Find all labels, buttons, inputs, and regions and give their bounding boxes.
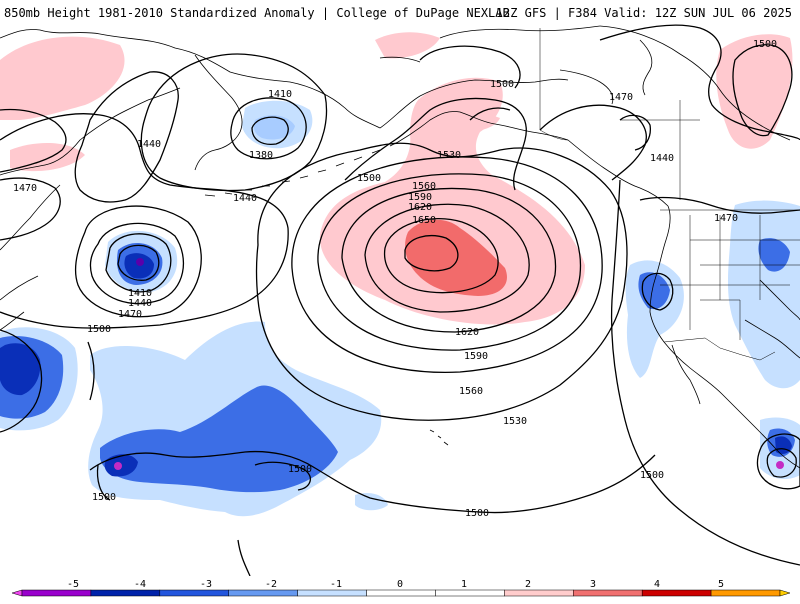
political-borders [539,28,800,361]
contour-label: 1500 [87,324,111,335]
colorbar-swatch [504,589,574,597]
contour-label: 1470 [13,183,37,194]
positive-anomaly-fill-2 [405,219,507,296]
colorbar-swatch [297,589,367,597]
contour-label: 1500 [288,464,312,475]
colorbar-tick-label: -3 [200,579,212,590]
colorbar-swatch [710,589,781,597]
contour-label: 1440 [137,139,161,150]
colorbar-tick-labels: -5 -4 -3 -2 -1 0 1 2 3 4 5 [67,579,724,590]
coastlines [0,25,800,469]
contour-label: 1590 [464,351,488,362]
colorbar-tick-label: 1 [461,579,467,590]
colorbar-swatch [90,589,161,597]
map-header: 850mb Height 1981-2010 Standardized Anom… [0,0,800,24]
contour-label: 1440 [128,298,152,309]
contour-label: 1500 [640,470,664,481]
colorbar-swatch [435,589,505,597]
colorbar-swatch [159,589,229,597]
colorbar-tick-label: 4 [654,579,660,590]
contour-label: 1410 [268,89,292,100]
colorbar-tick-label: -2 [265,579,277,590]
height-contours [0,24,800,576]
colorbar-swatch [228,589,298,597]
contour-label: 1500 [357,173,381,184]
colorbar-max-arrow [779,589,791,597]
contour-label: 1470 [609,92,633,103]
colorbar-swatch [573,589,643,597]
colorbar-swatch [21,589,92,597]
colorbar-swatches [11,589,791,597]
colorbar-swatch [641,589,712,597]
contour-label: 1380 [249,150,273,161]
contour-label: 1410 [128,288,152,299]
map-title: 850mb Height 1981-2010 Standardized Anom… [4,6,510,20]
contour-label: 1500 [753,39,777,50]
contour-label: 1440 [233,193,257,204]
contour-label: 1620 [455,327,479,338]
contour-label: 1470 [118,309,142,320]
colorbar-min-arrow [11,589,23,597]
contour-label: 1440 [650,153,674,164]
anomaly-map: 1410 1380 1440 1440 1470 1500 1500 1530 … [0,24,800,576]
contour-label: 1470 [714,213,738,224]
colorbar-tick-label: -5 [67,579,79,590]
model-valid-time: 12Z GFS | F384 Valid: 12Z SUN JUL 06 202… [495,6,792,20]
colorbar-svg: -5 -4 -3 -2 -1 0 1 2 3 4 5 [11,579,791,597]
colorbar-swatch [366,589,436,597]
contour-label: 1500 [92,492,116,503]
contour-label: 1620 [408,202,432,213]
contour-label: 1500 [490,79,514,90]
contour-label: 1530 [503,416,527,427]
contour-label: 1560 [459,386,483,397]
colorbar-tick-label: 2 [525,579,531,590]
colorbar-tick-label: -1 [330,579,342,590]
contour-label: 1500 [465,508,489,519]
contour-label: 1530 [437,150,461,161]
contour-label: 1560 [412,181,436,192]
colorbar-legend: -5 -4 -3 -2 -1 0 1 2 3 4 5 [0,576,800,600]
colorbar-tick-label: 5 [718,579,724,590]
contour-label: 1650 [412,215,436,226]
colorbar-tick-label: 0 [397,579,403,590]
negative-anomaly-fill-4 [114,258,784,470]
contour-label: 1590 [408,192,432,203]
colorbar-tick-label: 3 [590,579,596,590]
colorbar-tick-label: -4 [134,579,146,590]
map-panel: 1410 1380 1440 1440 1470 1500 1500 1530 … [0,24,800,576]
contour-labels: 1410 1380 1440 1440 1470 1500 1500 1530 … [13,39,777,519]
